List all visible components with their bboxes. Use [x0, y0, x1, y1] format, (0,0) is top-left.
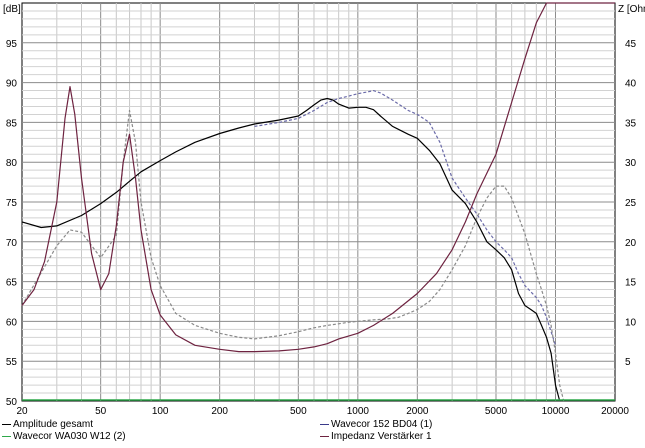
series-line-wavecor-wa030-w12-2: [21, 109, 565, 402]
y-left-tick-label: 90: [6, 79, 18, 90]
legend-item-impedanz: Impedanz Verstärker 1: [320, 431, 432, 442]
y-right-tick-label: 20: [625, 238, 637, 249]
x-tick-label: 1000: [347, 406, 370, 417]
y-left-tick-label: 60: [6, 317, 18, 328]
y-right-tick-label: 35: [625, 118, 637, 129]
y-right-tick-labels: 5 10 15 20 25 30 35 40 45: [625, 39, 637, 368]
series-line-wavecor-152-bd04-1: [254, 89, 557, 346]
legend-swatch-amplitude: [2, 423, 11, 425]
x-tick-label: 500: [290, 406, 307, 417]
legend-label-amplitude: Amplitude gesamt: [13, 419, 94, 430]
legend-label-152bd04: Wavecor 152 BD04 (1): [331, 419, 433, 430]
legend-item-wa030: Wavecor WA030 W12 (2): [2, 431, 126, 442]
legend-swatch-152bd04: [320, 423, 329, 425]
x-tick-label: 50: [95, 406, 107, 417]
y-left-tick-label: 65: [6, 278, 18, 289]
y-right-tick-label: 30: [625, 158, 637, 169]
y-right-tick-label: 25: [625, 198, 637, 209]
grid-lines: [22, 3, 615, 401]
series-line-amplitude-gesamt: [21, 97, 561, 402]
y-left-tick-label: 85: [6, 118, 18, 129]
legend-swatch-wa030: [2, 435, 11, 437]
legend-item-152bd04: Wavecor 152 BD04 (1): [320, 419, 432, 430]
y-left-tick-label: 75: [6, 198, 18, 209]
y-right-tick-label: 40: [625, 79, 637, 90]
y-left-tick-label: 95: [6, 39, 18, 50]
x-tick-labels: 20 50 100 200 500 1000 2000 5000 10000 20000: [16, 406, 629, 417]
x-tick-label: 100: [152, 406, 169, 417]
x-tick-label: 2000: [406, 406, 429, 417]
y-left-tick-labels: 50 55 60 65 70 75 80 85 90 95: [6, 39, 18, 408]
x-tick-label: 20: [16, 406, 28, 417]
legend-label-wa030: Wavecor WA030 W12 (2): [13, 431, 126, 442]
left-axis-unit: [dB]: [3, 4, 21, 15]
legend-swatch-impedanz: [320, 435, 329, 437]
series-line-impedanz-verst-rker-1: [21, 2, 615, 353]
y-right-tick-label: 5: [625, 357, 631, 368]
legend-label-impedanz: Impedanz Verstärker 1: [331, 431, 432, 442]
x-tick-label: 20000: [601, 406, 629, 417]
series-layer: [21, 2, 615, 402]
y-right-tick-label: 45: [625, 39, 637, 50]
y-left-tick-label: 70: [6, 238, 18, 249]
y-left-tick-label: 50: [6, 397, 18, 408]
right-axis-unit: Z [Ohm: [618, 4, 645, 15]
y-left-tick-label: 55: [6, 357, 18, 368]
legend-item-amplitude: Amplitude gesamt: [2, 419, 93, 430]
y-left-tick-label: 80: [6, 158, 18, 169]
y-right-tick-label: 15: [625, 278, 637, 289]
y-right-tick-label: 10: [625, 317, 637, 328]
x-tick-label: 5000: [485, 406, 508, 417]
x-tick-label: 10000: [542, 406, 570, 417]
x-tick-label: 200: [211, 406, 228, 417]
